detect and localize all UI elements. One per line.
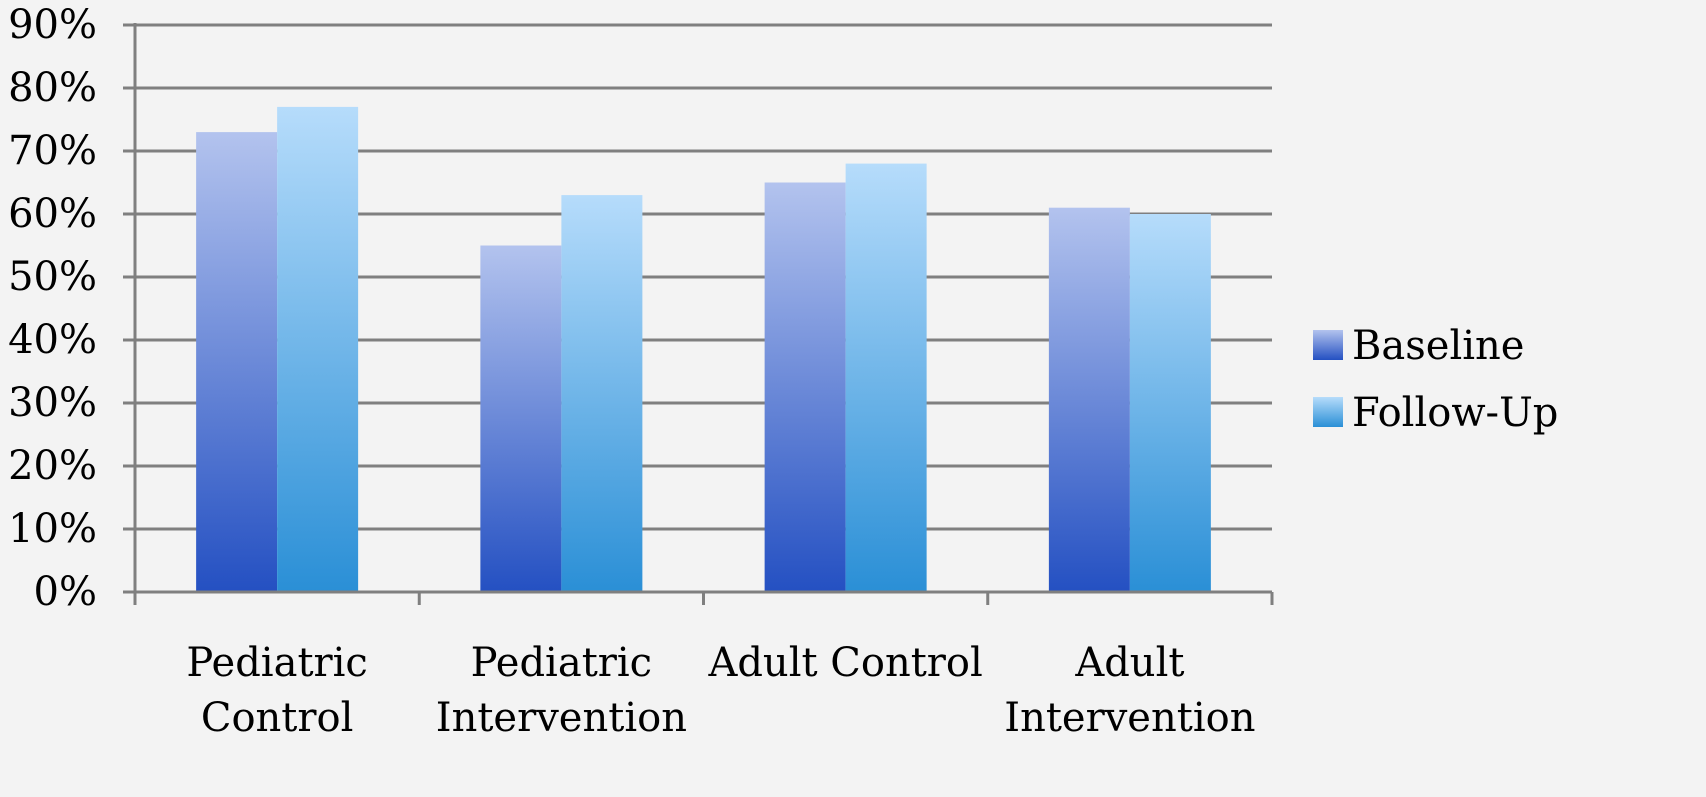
y-tick-label: 10% xyxy=(8,506,97,552)
y-tick-label: 20% xyxy=(8,443,97,489)
x-category-label: Intervention xyxy=(1004,695,1255,741)
legend-label: Follow-Up xyxy=(1352,390,1558,436)
x-category-label: Pediatric xyxy=(186,640,367,686)
bars xyxy=(196,106,1211,593)
legend-swatch xyxy=(1313,330,1343,360)
bar-follow-up-2 xyxy=(845,163,927,592)
legend-label: Baseline xyxy=(1352,323,1524,369)
y-tick-label: 60% xyxy=(8,191,97,237)
x-category-label: Pediatric xyxy=(471,640,652,686)
x-category-label: Adult xyxy=(1074,640,1184,686)
legend-swatch xyxy=(1313,397,1343,427)
y-tick-label: 30% xyxy=(8,380,97,426)
legend: Baseline Follow-Up xyxy=(1313,323,1558,436)
x-category-label: Intervention xyxy=(436,695,687,741)
y-tick-label: 50% xyxy=(8,254,97,300)
x-category-label: Control xyxy=(201,695,354,741)
bar-baseline-0 xyxy=(196,132,278,592)
y-tick-label: 40% xyxy=(8,317,97,363)
bar-follow-up-1 xyxy=(561,195,643,592)
axes xyxy=(133,23,1274,605)
y-tick-label: 0% xyxy=(34,569,97,615)
y-tick-label: 90% xyxy=(8,2,97,48)
bar-follow-up-3 xyxy=(1129,214,1211,592)
bar-baseline-3 xyxy=(1048,207,1130,592)
x-axis-category-labels: Pediatric Control Pediatric Intervention Adu… xyxy=(186,640,1255,741)
bar-baseline-1 xyxy=(480,245,562,592)
bar-follow-up-0 xyxy=(277,106,359,593)
y-axis-tick-labels: 0% 10% 20% 30% 40% 50% 60% 70% 80% 90% xyxy=(8,2,97,615)
x-category-label: Adult Control xyxy=(707,640,982,686)
bar-baseline-2 xyxy=(764,182,846,592)
y-tick-label: 70% xyxy=(8,128,97,174)
y-tick-label: 80% xyxy=(8,65,97,111)
